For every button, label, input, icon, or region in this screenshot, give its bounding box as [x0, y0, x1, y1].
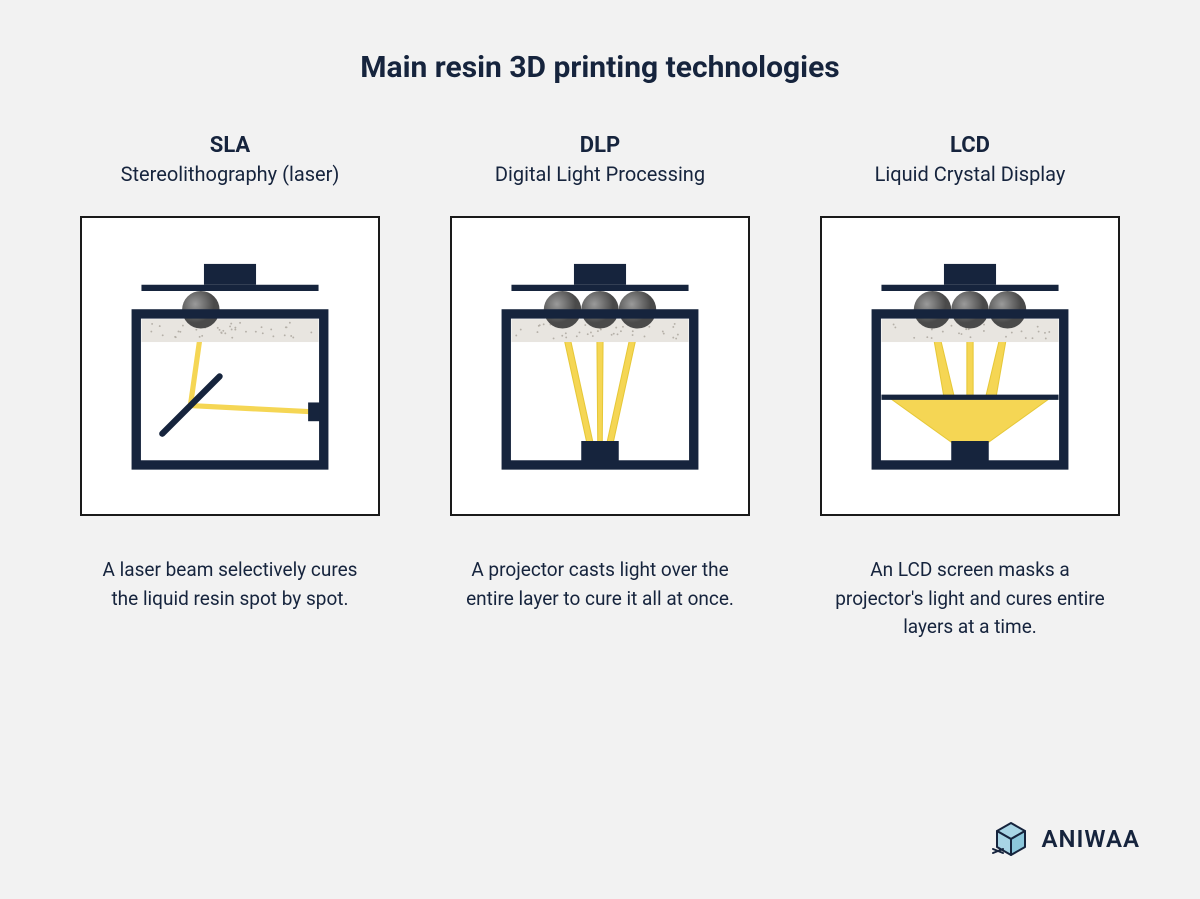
panel-dlp: DLP Digital Light Processing A projector… [450, 133, 750, 642]
dlp-diagram-svg [475, 241, 725, 491]
panel-sla: SLA Stereolithography (laser) A laser be… [80, 133, 380, 642]
panel-sla-diagram [80, 216, 380, 516]
panel-dlp-header: DLP Digital Light Processing [495, 133, 705, 186]
panel-lcd-diagram [820, 216, 1120, 516]
panel-lcd-header: LCD Liquid Crystal Display [875, 133, 1066, 186]
panel-lcd-caption: An LCD screen masks a projector's light … [830, 556, 1110, 642]
panel-sla-fullname: Stereolithography (laser) [121, 162, 340, 186]
panel-dlp-fullname: Digital Light Processing [495, 162, 705, 186]
cube-icon [991, 819, 1031, 859]
panel-sla-header: SLA Stereolithography (laser) [121, 133, 340, 186]
panel-lcd: LCD Liquid Crystal Display An LCD screen… [820, 133, 1120, 642]
panel-lcd-acronym: LCD [875, 133, 1066, 158]
page-title: Main resin 3D printing technologies [0, 0, 1200, 85]
panel-sla-acronym: SLA [121, 133, 340, 158]
brand-logo-text: ANIWAA [1041, 825, 1140, 853]
panel-sla-caption: A laser beam selectively cures the liqui… [90, 556, 370, 613]
brand-logo: ANIWAA [991, 819, 1140, 859]
panels-row: SLA Stereolithography (laser) A laser be… [0, 133, 1200, 642]
sla-diagram-svg [105, 241, 355, 491]
lcd-diagram-svg [845, 241, 1095, 491]
panel-dlp-caption: A projector casts light over the entire … [460, 556, 740, 613]
panel-dlp-diagram [450, 216, 750, 516]
panel-lcd-fullname: Liquid Crystal Display [875, 162, 1066, 186]
panel-dlp-acronym: DLP [495, 133, 705, 158]
